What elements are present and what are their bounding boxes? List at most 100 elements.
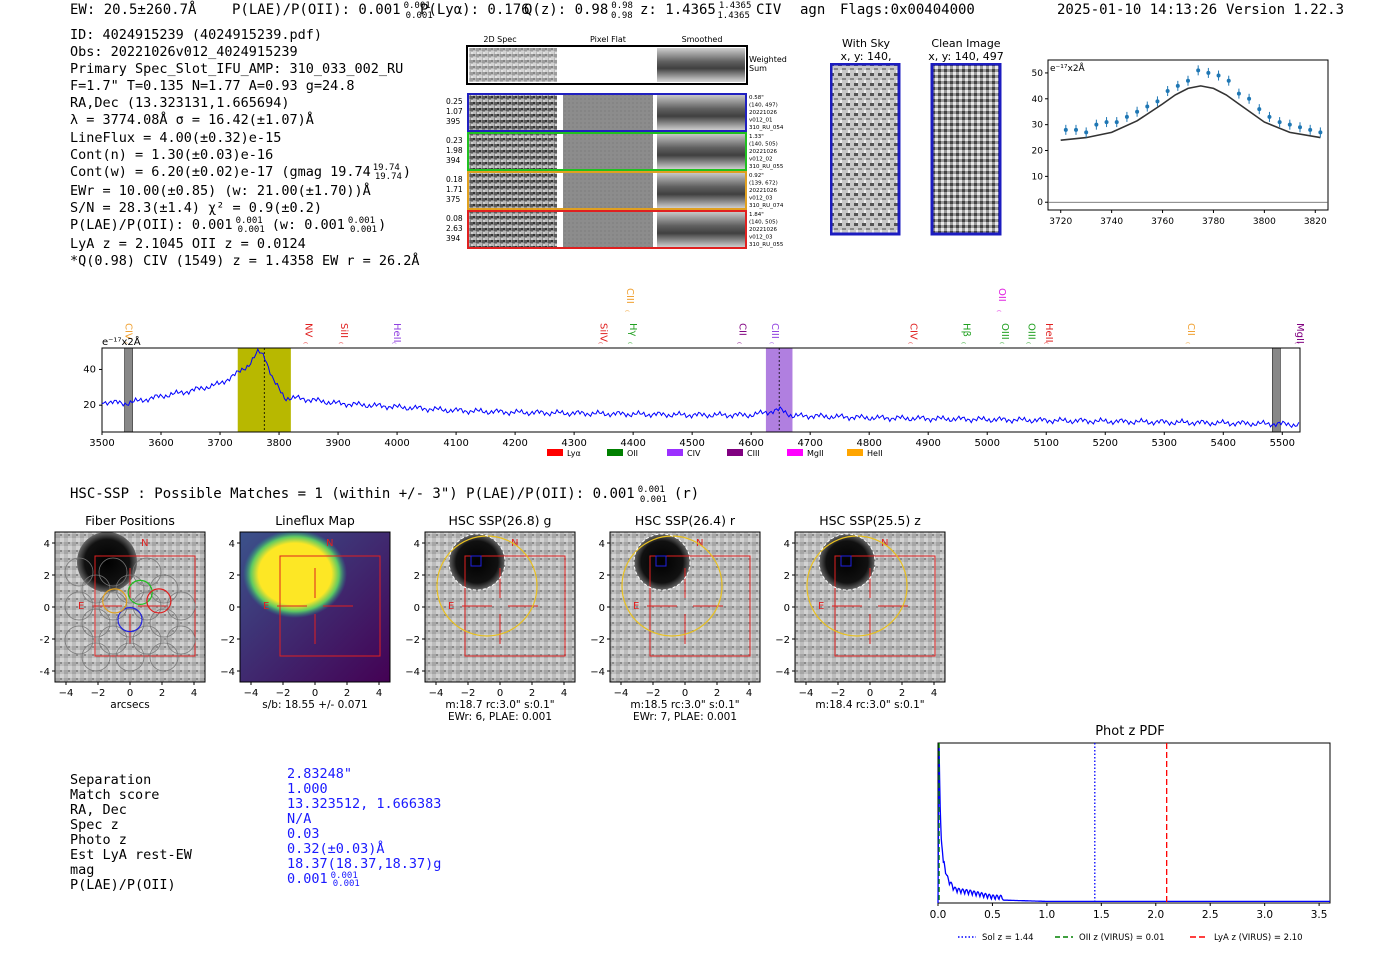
source-marker xyxy=(840,555,852,567)
fit-xtick-label: 3780 xyxy=(1202,217,1225,227)
cutout-pixelflat xyxy=(563,211,653,248)
cutout-row-stat: 375 xyxy=(446,195,461,204)
panel-xtick-label: 4 xyxy=(746,688,752,699)
cutout-row-meta: (139, 672) xyxy=(749,181,778,187)
row-photo-z: Photo z 0.03 xyxy=(70,826,320,848)
row-match-score: Match score 1.000 xyxy=(70,781,328,803)
fiber-circle xyxy=(98,591,128,621)
spectral-line-label: CII xyxy=(736,323,747,336)
source-blob xyxy=(449,534,505,590)
info-fit: F=1.7" T=0.135 N=1.77 A=0.93 g=24.8 xyxy=(70,78,355,95)
spectrum-frame xyxy=(101,347,1301,433)
spectral-line-brace: ⌢ xyxy=(628,338,633,347)
cutout-row-meta: v012_02 xyxy=(749,157,773,163)
spectrum-xtick-label: 3900 xyxy=(325,438,350,449)
spectral-line-brace: ⌢ xyxy=(737,338,742,347)
cutout-2dspec xyxy=(469,172,557,209)
fiber-circle xyxy=(81,574,111,604)
fiber-circle xyxy=(64,557,94,587)
cutout-smoothed xyxy=(657,172,745,209)
fiber-circle xyxy=(115,642,145,672)
source-blob xyxy=(634,534,690,590)
fit-point xyxy=(1298,125,1302,130)
fit-xtick-label: 3760 xyxy=(1151,217,1174,227)
panel-ytick-label: 2 xyxy=(784,571,790,582)
cutout-row-meta: v012_01 xyxy=(749,118,773,124)
spectral-line-brace: ⌢ xyxy=(625,306,630,315)
spectrum-xtick-label: 4500 xyxy=(679,438,704,449)
header-plae-sup: 0.001 xyxy=(403,1,431,11)
hsc-summary: HSC-SSP : Possible Matches = 1 (within +… xyxy=(70,485,700,505)
fiber-circle xyxy=(98,625,128,655)
panel-xtick-label: 2 xyxy=(529,688,535,699)
panel-caption: s/b: 18.55 +/- 0.071 xyxy=(262,699,367,711)
panel-caption: m:18.5 rc:3.0" s:0.1" xyxy=(630,699,739,711)
spectrum-xtick-label: 3500 xyxy=(89,438,114,449)
panel-ytick-label: −4 xyxy=(590,667,605,678)
spectrum-xtick-label: 4600 xyxy=(738,438,763,449)
spectrum-xtick-label: 5500 xyxy=(1270,438,1295,449)
panel-xtick-label: −4 xyxy=(59,688,74,699)
cutout-row-meta: 310_RU_055 xyxy=(749,164,784,170)
spectral-line-brace: ⌢ xyxy=(996,306,1001,315)
panel-xtick-label: 0 xyxy=(497,688,503,699)
info-lya: LyA z = 2.1045 OII z = 0.0124 xyxy=(70,236,306,253)
fit-point xyxy=(1236,91,1241,96)
spectrum-legend-swatch xyxy=(727,449,743,456)
panel-caption: m:18.4 rc:3.0" s:0.1" xyxy=(815,699,924,711)
panel-ytick-label: 4 xyxy=(784,539,790,550)
header-agn: agn xyxy=(800,2,826,18)
cutout-2dspec xyxy=(469,133,557,170)
photz-legend-label: LyA z (VIRUS) = 2.10 xyxy=(1214,933,1303,943)
photz-axes: 0.0 0.5 1.0 1.5 2.0 2.5 3.0 3.5 xyxy=(930,903,1327,921)
panel-ytick-label: 2 xyxy=(414,571,420,582)
panel-caption-2: EWr: 7, PLAE: 0.001 xyxy=(633,711,737,723)
highlight-fiber xyxy=(117,606,143,633)
cutout-row-border xyxy=(467,93,747,132)
spectrum-ylabel: e⁻¹⁷x2Å xyxy=(102,335,141,348)
info-lineflux: LineFlux = 4.00(±0.32)e-15 xyxy=(70,129,282,146)
spectral-line-label: SiIV xyxy=(598,323,609,342)
fit-point xyxy=(1124,114,1129,119)
photz-frame xyxy=(937,742,1331,904)
panel-ytick-label: 2 xyxy=(229,571,235,582)
row-plae-sub: 0.001 xyxy=(332,879,360,889)
col-label-pixelflat: Pixel Flat xyxy=(590,35,626,44)
row-plae-sup: 0.001 xyxy=(330,871,358,881)
info-plae-sup: 0.001 xyxy=(235,216,263,227)
spectral-line-brace: ⌢ xyxy=(303,338,308,347)
panel-ytick-label: 0 xyxy=(414,603,420,614)
info-ewr: EWr = 10.00(±0.85) (w: 21.00(±1.70))Å xyxy=(70,182,371,199)
cutout-2dspec xyxy=(469,94,557,131)
panel-xtick-label: 2 xyxy=(344,688,350,699)
header-plya: P(Lyα): 0.176 xyxy=(420,2,530,18)
spectrum-xtick-label: 4000 xyxy=(384,438,409,449)
cutout-smoothed xyxy=(657,211,745,248)
spectrum-xtick-label: 4200 xyxy=(502,438,527,449)
spectral-line-brace: ⌢ xyxy=(391,338,396,347)
header-qz-sub: 0.98 xyxy=(610,11,633,21)
photz-xtick-label: 0.5 xyxy=(984,909,1001,921)
fit-xtick-label: 3720 xyxy=(1049,217,1072,227)
header-bar: EW: 20.5±260.7Å P(LAE)/P(OII): 0.001 0.00… xyxy=(0,0,1400,26)
fiber-circle xyxy=(149,608,179,638)
header-z-sup: 1.4365 xyxy=(718,1,752,11)
panel-xtick-label: 2 xyxy=(899,688,905,699)
fiber-circle xyxy=(81,642,111,672)
panel-ytick-label: −2 xyxy=(40,635,50,646)
photz-legend-label: Sol z = 1.44 xyxy=(982,933,1034,943)
highlight-fiber xyxy=(146,588,172,614)
spectral-line-brace: ⌢ xyxy=(598,338,603,347)
spectrum-xtick-label: 5000 xyxy=(974,438,999,449)
fit-point xyxy=(1277,120,1282,125)
image-panel: Lineflux Map N E 4 2 0 −2 −4 −4 −2 0 2 4 s/b: 18.55 +… xyxy=(220,513,391,711)
panel-xtick-label: 2 xyxy=(714,688,720,699)
cutout-row-meta: 20221026 xyxy=(749,227,777,233)
photz-xtick-label: 1.0 xyxy=(1039,909,1056,921)
panel-ytick-label: −4 xyxy=(405,667,420,678)
spectral-line-label: HeII xyxy=(1043,323,1054,343)
header-plae: P(LAE)/P(OII): 0.001 0.0010.001 xyxy=(232,1,433,21)
panel-ytick-label: −4 xyxy=(40,667,50,678)
east-label: E xyxy=(78,601,84,612)
fit-ytick-label: 40 xyxy=(1032,95,1044,105)
